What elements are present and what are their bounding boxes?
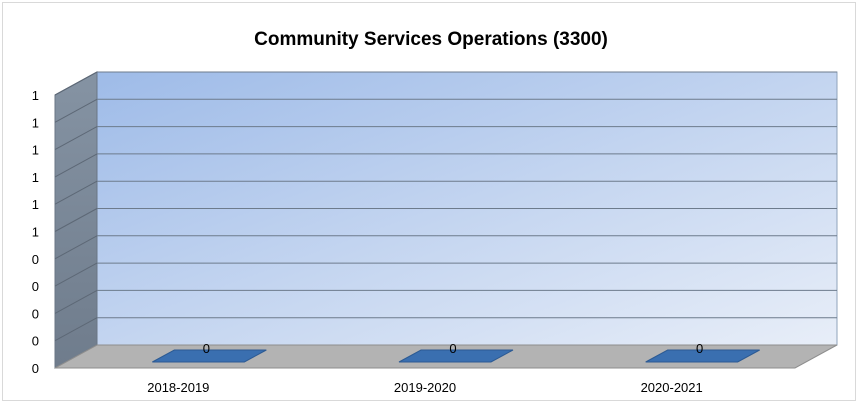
y-tick-label: 1	[32, 88, 39, 103]
chart-canvas: Community Services Operations (3300) 000…	[32, 29, 838, 395]
y-tick-label: 0	[32, 361, 39, 376]
y-tick-label: 1	[32, 170, 39, 185]
y-tick-label: 1	[32, 197, 39, 212]
y-tick-label: 1	[32, 115, 39, 130]
chart-title: Community Services Operations (3300)	[254, 29, 608, 50]
bar-2019-2020	[398, 349, 514, 363]
y-tick-label: 0	[32, 252, 39, 267]
data-labels: 0 0 0	[203, 341, 704, 356]
gridline-side	[54, 180, 98, 205]
gridline-side	[54, 289, 98, 314]
gridline-side	[54, 71, 98, 96]
bars	[152, 349, 760, 363]
gridline-side	[54, 262, 98, 287]
data-label: 0	[696, 341, 703, 356]
y-tick-label: 0	[32, 279, 39, 294]
bar-2020-2021	[645, 349, 760, 363]
data-label: 0	[449, 341, 456, 356]
y-tick-label: 0	[32, 334, 39, 349]
y-tick-label: 1	[32, 143, 39, 158]
gridline-side	[54, 208, 98, 232]
gridlines	[54, 71, 837, 342]
y-axis-ticks: 0 0 0 0 0 1 1 1 1 1 1	[32, 88, 39, 376]
x-axis-categories: 2018-2019 2019-2020 2020-2021	[147, 380, 703, 395]
x-category-label: 2019-2020	[394, 380, 456, 395]
gridline-side	[54, 98, 98, 123]
y-tick-label: 0	[32, 306, 39, 321]
gridline-side	[54, 126, 98, 151]
gridline-side	[54, 153, 98, 178]
x-category-label: 2020-2021	[641, 380, 703, 395]
data-label: 0	[203, 341, 210, 356]
x-category-label: 2018-2019	[147, 380, 209, 395]
bar-2018-2019	[152, 349, 267, 363]
gridline-side	[54, 317, 98, 342]
gridline-side	[54, 235, 98, 260]
y-tick-label: 1	[32, 225, 39, 240]
